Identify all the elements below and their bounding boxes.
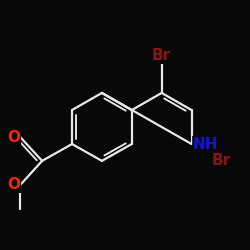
- Text: Br: Br: [152, 48, 171, 63]
- Text: NH: NH: [193, 136, 218, 152]
- Text: Br: Br: [152, 48, 171, 63]
- Text: O: O: [8, 130, 20, 145]
- Text: O: O: [8, 177, 20, 192]
- Text: O: O: [8, 130, 20, 145]
- Text: O: O: [8, 177, 20, 192]
- Text: Br: Br: [212, 153, 231, 168]
- Text: NH: NH: [193, 136, 218, 152]
- Text: Br: Br: [212, 153, 231, 168]
